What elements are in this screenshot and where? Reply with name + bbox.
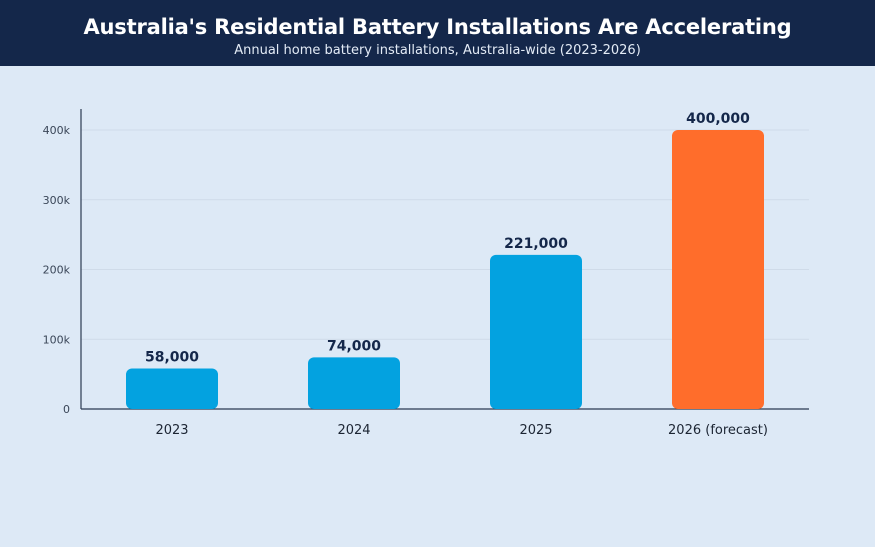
x-tick-label: 2023 [155, 423, 188, 438]
bar-2026-forecast [672, 130, 764, 409]
chart-svg: 0 100k 200k 300k 400k 58,000 2023 74,000 2024 221… [43, 109, 809, 438]
bar-2025 [490, 254, 582, 409]
x-tick-label: 2026 (forecast) [668, 423, 768, 438]
y-tick-label: 100k [43, 333, 71, 346]
bar-2024 [308, 357, 400, 409]
chart-header: Australia's Residential Battery Installa… [0, 0, 875, 66]
y-tick-label: 200k [43, 264, 71, 277]
data-label: 221,000 [504, 236, 568, 252]
y-tick-label: 400k [43, 124, 71, 137]
data-label: 400,000 [686, 111, 750, 127]
data-label: 74,000 [327, 338, 381, 354]
y-tick-label: 0 [63, 403, 70, 416]
chart-subtitle: Annual home battery installations, Austr… [234, 43, 641, 58]
y-tick-label: 300k [43, 194, 71, 207]
x-tick-label: 2025 [519, 423, 552, 438]
bar-2023 [126, 368, 218, 409]
chart-title: Australia's Residential Battery Installa… [83, 15, 792, 39]
data-label: 58,000 [145, 350, 199, 366]
x-tick-label: 2024 [337, 423, 370, 438]
bar-chart: 0 100k 200k 300k 400k 58,000 2023 74,000 2024 221… [0, 66, 875, 547]
